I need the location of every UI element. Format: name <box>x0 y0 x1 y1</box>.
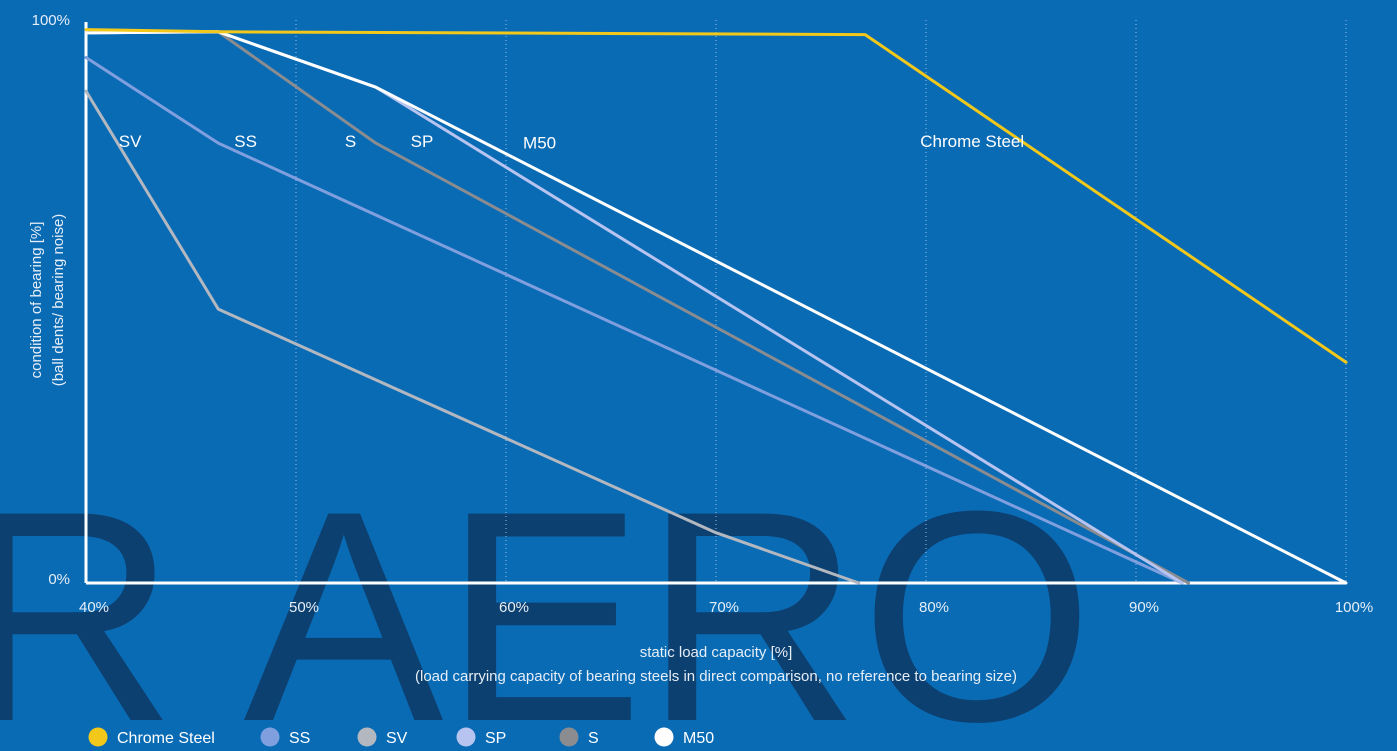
legend-label: SV <box>386 730 408 747</box>
watermark-text: R AERO <box>0 448 1094 751</box>
y-axis-subtitle: (ball dents/ bearing noise) <box>50 214 67 387</box>
series-lines <box>84 28 1348 585</box>
series-line-sv <box>84 89 861 585</box>
legend-swatch <box>357 727 377 747</box>
series-label-s: S <box>345 132 356 151</box>
y-tick-label: 100% <box>32 12 70 29</box>
legend-swatch <box>88 727 108 747</box>
series-label-sv: SV <box>119 132 142 151</box>
x-tick-label: 70% <box>709 599 739 616</box>
series-labels: Chrome Steel SS SV SP S M50 <box>119 132 1024 153</box>
series-label-chrome-steel: Chrome Steel <box>920 132 1024 151</box>
x-tick-label: 60% <box>499 599 529 616</box>
legend-label: M50 <box>683 730 714 747</box>
axes <box>84 22 1346 585</box>
x-axis-subtitle: (load carrying capacity of bearing steel… <box>415 668 1017 685</box>
x-axis-title: static load capacity [%] <box>640 644 793 661</box>
legend: Chrome Steel SS SV SP S M50 <box>88 727 714 747</box>
legend-swatch <box>654 727 674 747</box>
legend-swatch <box>559 727 579 747</box>
series-label-sp: SP <box>411 132 434 151</box>
series-line-m50 <box>84 30 1348 585</box>
series-label-ss: SS <box>234 132 257 151</box>
legend-label: S <box>588 730 599 747</box>
legend-label: SP <box>485 730 506 747</box>
series-line-ss <box>84 56 1184 585</box>
legend-swatch <box>260 727 280 747</box>
tick-labels: 40% 50% 60% 70% 80% 90% 100% 0% 100% <box>32 12 1374 616</box>
watermark: R AERO <box>0 448 1094 751</box>
legend-label: SS <box>289 730 310 747</box>
y-axis-title: condition of bearing [%] <box>28 222 45 379</box>
legend-swatch <box>456 727 476 747</box>
x-tick-label: 80% <box>919 599 949 616</box>
series-line-chrome-steel <box>84 28 1348 364</box>
x-tick-label: 100% <box>1335 599 1373 616</box>
series-label-m50: M50 <box>523 134 556 153</box>
legend-label: Chrome Steel <box>117 730 215 747</box>
x-tick-label: 90% <box>1129 599 1159 616</box>
x-tick-label: 40% <box>79 599 109 616</box>
y-tick-label: 0% <box>48 571 70 588</box>
x-tick-label: 50% <box>289 599 319 616</box>
